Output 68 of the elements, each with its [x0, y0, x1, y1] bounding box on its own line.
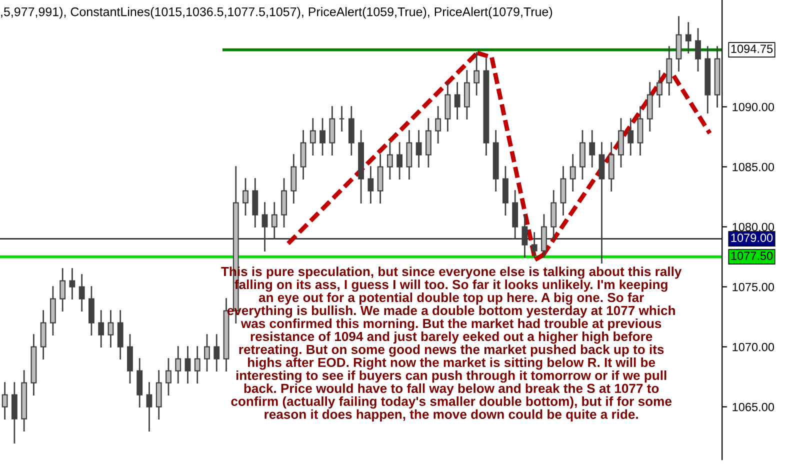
candlestick [40, 310, 46, 360]
candlestick [338, 106, 345, 132]
candlestick [425, 118, 432, 168]
candlestick [589, 130, 596, 168]
y-tick-label: 1090.00 [732, 102, 774, 112]
candlestick [50, 286, 56, 336]
candlestick [98, 310, 104, 348]
y-tick-label: 1070.00 [732, 342, 774, 352]
candlestick [184, 346, 191, 384]
candlestick [570, 154, 576, 192]
candlestick [416, 130, 422, 168]
candlestick [348, 106, 354, 156]
candlestick [2, 382, 8, 420]
candlestick [127, 334, 133, 384]
y-tick-label: 1065.00 [732, 402, 774, 412]
candlestick [512, 190, 518, 240]
candlestick [444, 82, 451, 132]
candlestick [368, 166, 374, 204]
candlestick [194, 346, 200, 384]
candlestick [242, 178, 248, 216]
candlestick [550, 190, 557, 240]
ref-line-label: 1079.00 [731, 234, 773, 242]
candlestick [502, 166, 508, 216]
ref-line-label: 1077.50 [731, 252, 773, 260]
candlestick [271, 202, 278, 240]
candlestick [214, 334, 220, 372]
candlestick [646, 82, 653, 132]
candlestick [60, 268, 66, 312]
annotation: ,5,977,991), ConstantLines(1015,1036.5,1077.5,1057), PriceAlert(1059,True), PriceAlert(1079,True) [1, 7, 552, 19]
candlestick [175, 346, 182, 384]
candlestick [522, 214, 528, 258]
candlestick [531, 232, 538, 258]
candlestick [474, 52, 480, 96]
candlestick [88, 286, 94, 336]
candlestick [117, 310, 124, 360]
candlestick [262, 202, 268, 252]
candlestick [69, 268, 76, 300]
candlestick [406, 130, 412, 180]
candlestick [628, 118, 634, 156]
candlestick [580, 130, 586, 180]
candlestick [685, 22, 692, 54]
candlestick [310, 118, 316, 156]
candlestick [695, 28, 701, 72]
candlestick [136, 358, 143, 408]
ref-line-label: 1094.75 [731, 44, 773, 53]
candlestick [146, 382, 152, 432]
candlestick [252, 178, 258, 228]
candlestick [396, 142, 403, 180]
candlestick [166, 358, 172, 396]
candlestick [386, 142, 393, 180]
candlestick [300, 130, 306, 180]
candlestick [454, 82, 460, 120]
candlestick [435, 106, 442, 144]
candlestick [618, 118, 624, 168]
candlestick [464, 70, 470, 120]
candlestick [204, 334, 210, 372]
candlestick [320, 118, 326, 156]
candlestick [560, 166, 566, 216]
candlestick [637, 106, 644, 156]
candlestick [78, 274, 85, 312]
candlestick [108, 310, 114, 348]
candlestick [541, 214, 547, 258]
y-tick-label: 1075.00 [732, 282, 774, 292]
candlestick [281, 178, 287, 228]
y-tick-label: 1080.00 [732, 222, 774, 232]
candlestick [329, 106, 336, 156]
candlestick [656, 70, 662, 108]
y-tick-label: 1085.00 [732, 162, 774, 172]
